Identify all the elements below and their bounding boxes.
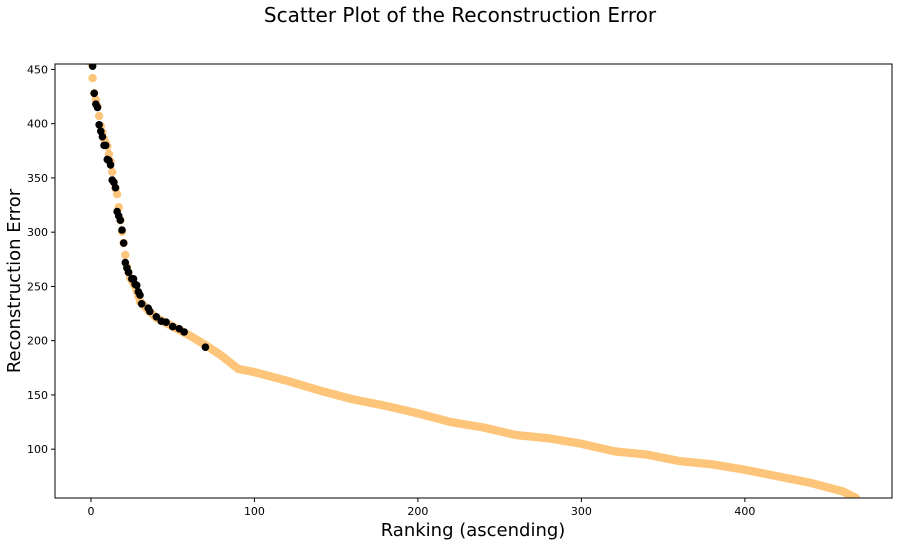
dark-point — [106, 161, 115, 169]
light-point — [108, 167, 117, 177]
x-tick-label: 0 — [87, 505, 94, 518]
dark-point — [90, 89, 99, 98]
dark-points-series — [88, 64, 210, 351]
dark-point — [119, 239, 128, 247]
light-point — [94, 111, 104, 121]
light-point — [121, 250, 130, 260]
y-tick-label: 100 — [27, 443, 48, 456]
dark-point — [101, 141, 110, 150]
dark-point — [124, 268, 133, 277]
x-axis: 0 100 200 300 400 — [87, 498, 755, 518]
dark-point — [146, 307, 154, 316]
plot-frame — [54, 63, 893, 499]
y-tick-label: 400 — [27, 118, 48, 131]
dark-point — [168, 322, 177, 331]
dark-point — [180, 328, 188, 336]
y-tick-label: 250 — [27, 280, 48, 293]
dark-point — [88, 64, 97, 70]
dark-point — [137, 299, 146, 308]
y-tick-label: 200 — [27, 335, 48, 348]
light-point — [88, 73, 97, 83]
dark-point — [201, 343, 210, 351]
light-point — [851, 493, 861, 498]
y-tick-label: 150 — [27, 389, 48, 402]
dark-point — [95, 120, 103, 129]
y-tick-label: 450 — [27, 63, 48, 76]
dark-point — [118, 226, 126, 234]
y-axis: 100 150 200 250 300 350 400 450 — [27, 63, 55, 456]
y-tick-label: 300 — [27, 226, 48, 239]
x-tick-label: 200 — [407, 505, 428, 518]
chart-title: Scatter Plot of the Reconstruction Error — [264, 3, 657, 27]
dark-point — [116, 216, 125, 225]
dark-point — [152, 313, 161, 321]
y-tick-label: 350 — [27, 172, 48, 185]
dark-point — [162, 318, 170, 327]
x-tick-label: 400 — [734, 505, 755, 518]
x-tick-label: 100 — [244, 505, 265, 518]
dark-point — [136, 291, 144, 299]
dark-point — [98, 132, 107, 141]
dark-point — [132, 281, 141, 290]
x-tick-label: 300 — [571, 505, 592, 518]
light-point — [112, 190, 122, 199]
light-points-series — [86, 64, 861, 498]
y-axis-label: Reconstruction Error — [4, 188, 25, 373]
dark-point — [93, 103, 102, 112]
dark-point — [111, 183, 120, 192]
x-axis-label: Ranking (ascending) — [381, 520, 566, 541]
